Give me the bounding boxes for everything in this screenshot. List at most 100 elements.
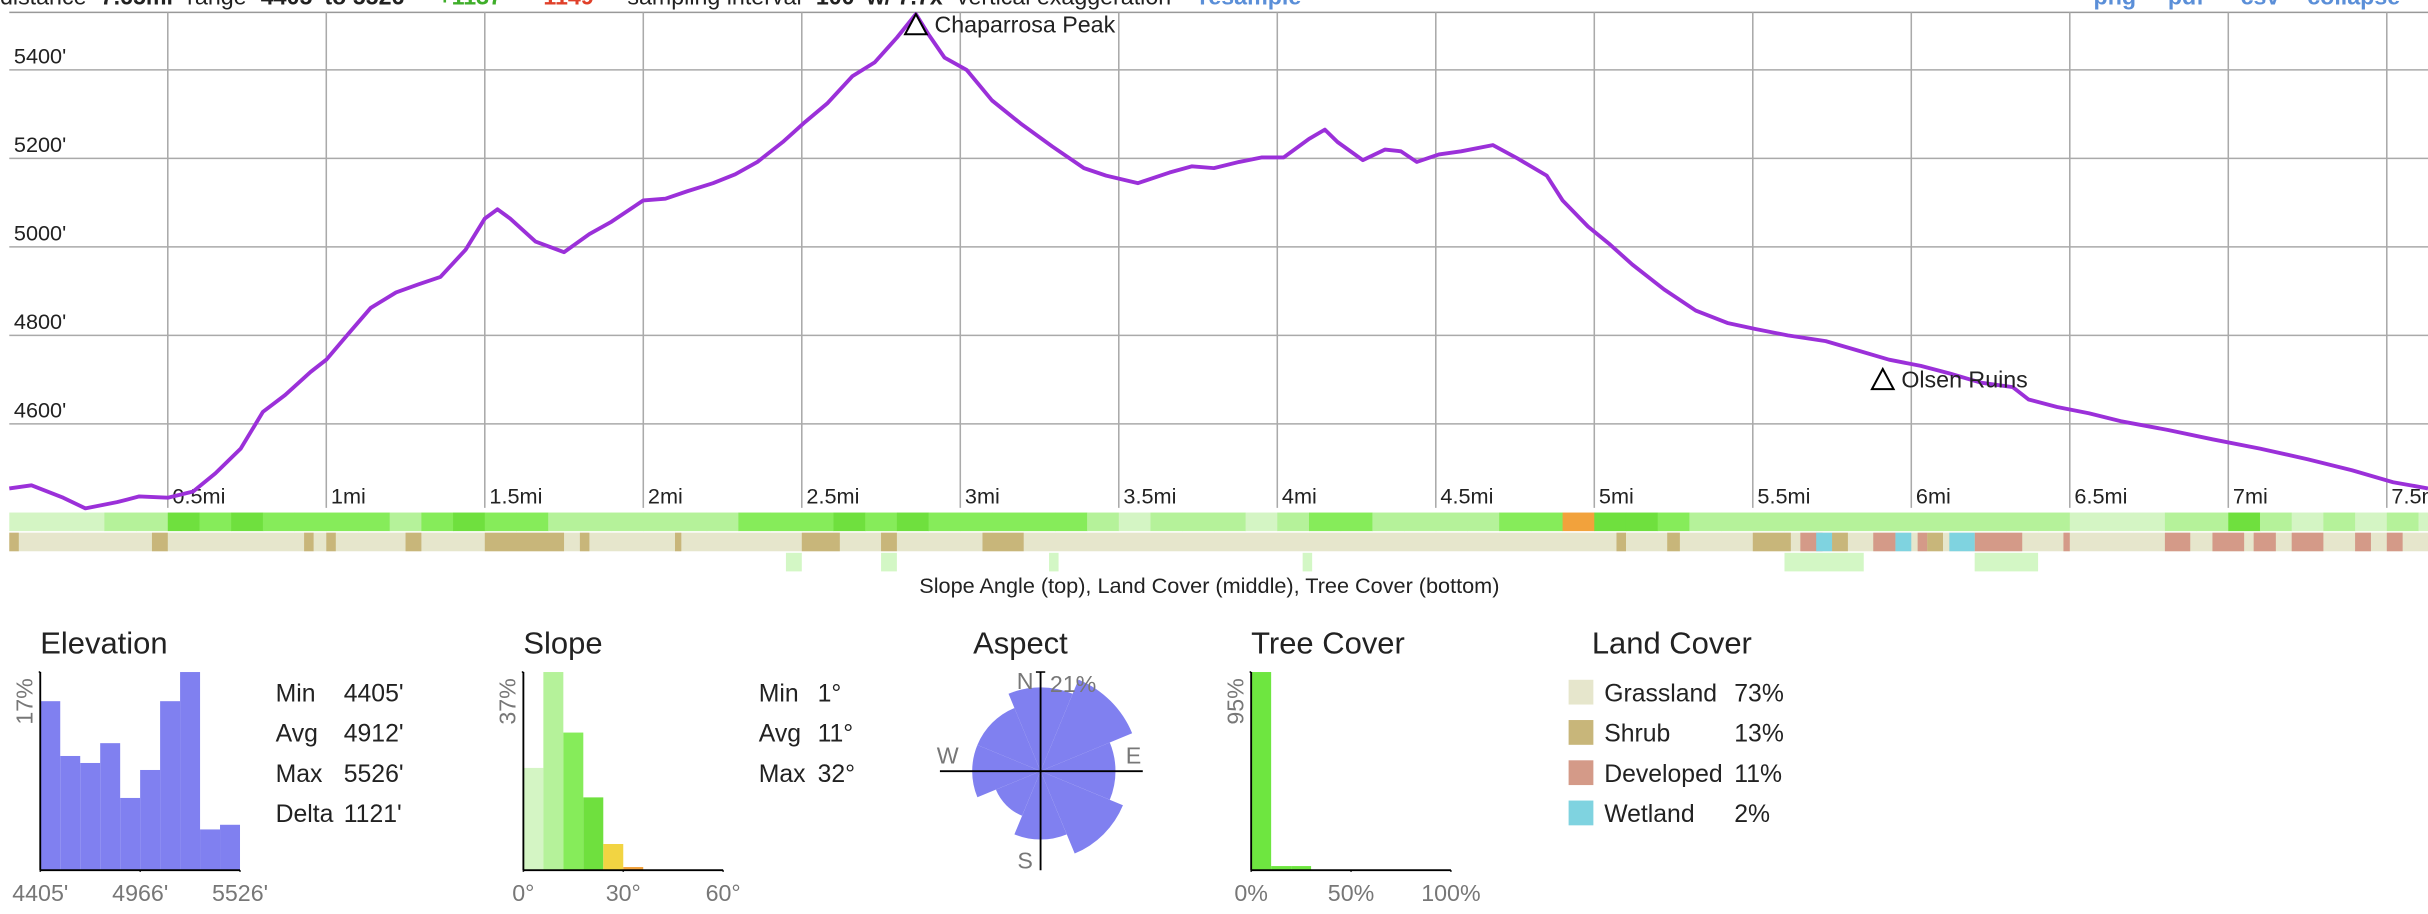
- strip-caption: Slope Angle (top), Land Cover (middle), …: [919, 573, 1499, 598]
- histogram-bar: [543, 672, 564, 871]
- stat-label: Avg: [759, 721, 801, 748]
- y-tick-label: 95%: [1222, 678, 1248, 724]
- land-cover-run: [2164, 532, 2191, 552]
- stat-value: 32°: [818, 761, 855, 788]
- slope-cell: [294, 512, 327, 532]
- land-cover-run: [2386, 532, 2403, 552]
- gain: +1137': [438, 0, 507, 10]
- slope-cell: [2418, 512, 2428, 532]
- panel-title: Tree Cover: [1251, 625, 1405, 660]
- land-cover-run: [1927, 532, 1943, 552]
- y-tick-label: 5200': [14, 132, 66, 157]
- aspect-wedge: [1040, 771, 1123, 854]
- slope-cell: [548, 512, 581, 532]
- interval-label: sampling interval: [627, 0, 801, 10]
- x-tick-label: 60°: [706, 880, 741, 906]
- y-tick-label: 5400': [14, 44, 66, 69]
- actions: png pdf csv collapse: [2094, 0, 2401, 10]
- slope-cell: [453, 512, 486, 532]
- annotation-marker: [1870, 366, 1896, 391]
- slope-cell: [1118, 512, 1151, 532]
- slope-cell: [2101, 512, 2134, 532]
- x-tick-label: 1.5mi: [489, 483, 542, 508]
- tree-cover-run: [881, 552, 897, 572]
- x-tick-label: 5.5mi: [1757, 483, 1810, 508]
- distance: 7.65mi: [101, 0, 173, 10]
- aspect-wedge: [977, 707, 1041, 772]
- action-link[interactable]: png: [2094, 0, 2137, 10]
- range: 4405' to 5526': [261, 0, 410, 10]
- slope-cell: [357, 512, 391, 532]
- histogram-bar: [1291, 866, 1312, 871]
- slope-cell: [1942, 512, 1976, 532]
- header-summary: distance 7.65mi range 4405' to 5526' +11…: [0, 0, 1301, 10]
- legend-name: Developed: [1604, 761, 1722, 788]
- action-link[interactable]: csv: [2241, 0, 2280, 10]
- slope-cell: [1245, 512, 1278, 532]
- histogram-bar: [1251, 672, 1272, 871]
- land-cover-run: [1895, 532, 1912, 552]
- stat-value: 1°: [818, 680, 842, 707]
- histogram-bar: [180, 672, 201, 871]
- range-label: range: [187, 0, 246, 10]
- land-cover-run: [579, 532, 590, 552]
- tree-cover-run: [785, 552, 802, 572]
- histogram-bar: [563, 732, 584, 871]
- slope-cell: [1308, 512, 1342, 532]
- slope-cell: [1594, 512, 1627, 532]
- slope-cell: [2133, 512, 2166, 532]
- slope-cell: [1087, 512, 1120, 532]
- direction-label: W: [937, 742, 959, 768]
- stat-value: 1121': [344, 801, 402, 828]
- stat-value: 11°: [818, 721, 854, 748]
- histogram-bar: [583, 797, 604, 871]
- x-tick-label: 6.5mi: [2074, 483, 2127, 508]
- land-cover-run: [9, 532, 19, 552]
- x-tick-label: 50%: [1328, 880, 1374, 906]
- histogram-bar: [120, 797, 141, 871]
- land-cover-run: [1832, 532, 1848, 552]
- legend-name: Shrub: [1604, 721, 1670, 748]
- action-link[interactable]: pdf: [2168, 0, 2204, 10]
- x-tick-label: 4mi: [1282, 483, 1317, 508]
- tree-cover-run: [1302, 552, 1313, 572]
- legend-swatch: [1568, 760, 1594, 786]
- slope-cell: [199, 512, 232, 532]
- slope-cell: [516, 512, 549, 532]
- land-cover-run: [326, 532, 336, 552]
- slope-cell: [1784, 512, 1817, 532]
- slope-cell: [40, 512, 74, 532]
- resample-link[interactable]: resample: [1199, 0, 1301, 10]
- slope-cell: [1974, 512, 2007, 532]
- land-cover-run: [1616, 532, 1626, 552]
- land-cover-run: [151, 532, 168, 552]
- slope-cell: [738, 512, 771, 532]
- slope-cell: [1150, 512, 1183, 532]
- stat-value: 5526': [344, 761, 404, 788]
- x-tick-label: 0°: [512, 880, 534, 906]
- stat-value: 4405': [344, 680, 404, 707]
- direction-label: N: [1017, 668, 1034, 694]
- action-link[interactable]: collapse: [2307, 0, 2400, 10]
- land-cover-run: [1974, 532, 2023, 552]
- legend-swatch: [1568, 800, 1594, 826]
- slope-cell: [579, 512, 613, 532]
- land-cover-run: [405, 532, 422, 552]
- slope-cell: [262, 512, 296, 532]
- land-cover-run: [304, 532, 314, 552]
- histogram-bar: [523, 767, 544, 871]
- legend-share: 13%: [1734, 721, 1784, 748]
- stat-label: Max: [759, 761, 806, 788]
- slope-cell: [1055, 512, 1088, 532]
- land-cover-run: [2291, 532, 2324, 552]
- strips: [9, 512, 2428, 572]
- panel-title: Elevation: [40, 625, 167, 660]
- slope-cell: [1689, 512, 1722, 532]
- legend-share: 73%: [1734, 680, 1784, 707]
- histogram-bar: [100, 743, 121, 871]
- annotation-label: Olsen Ruins: [1901, 367, 2027, 393]
- land-cover-run: [1667, 532, 1680, 552]
- stat-label: Avg: [276, 721, 318, 748]
- slope-cell: [1213, 512, 1247, 532]
